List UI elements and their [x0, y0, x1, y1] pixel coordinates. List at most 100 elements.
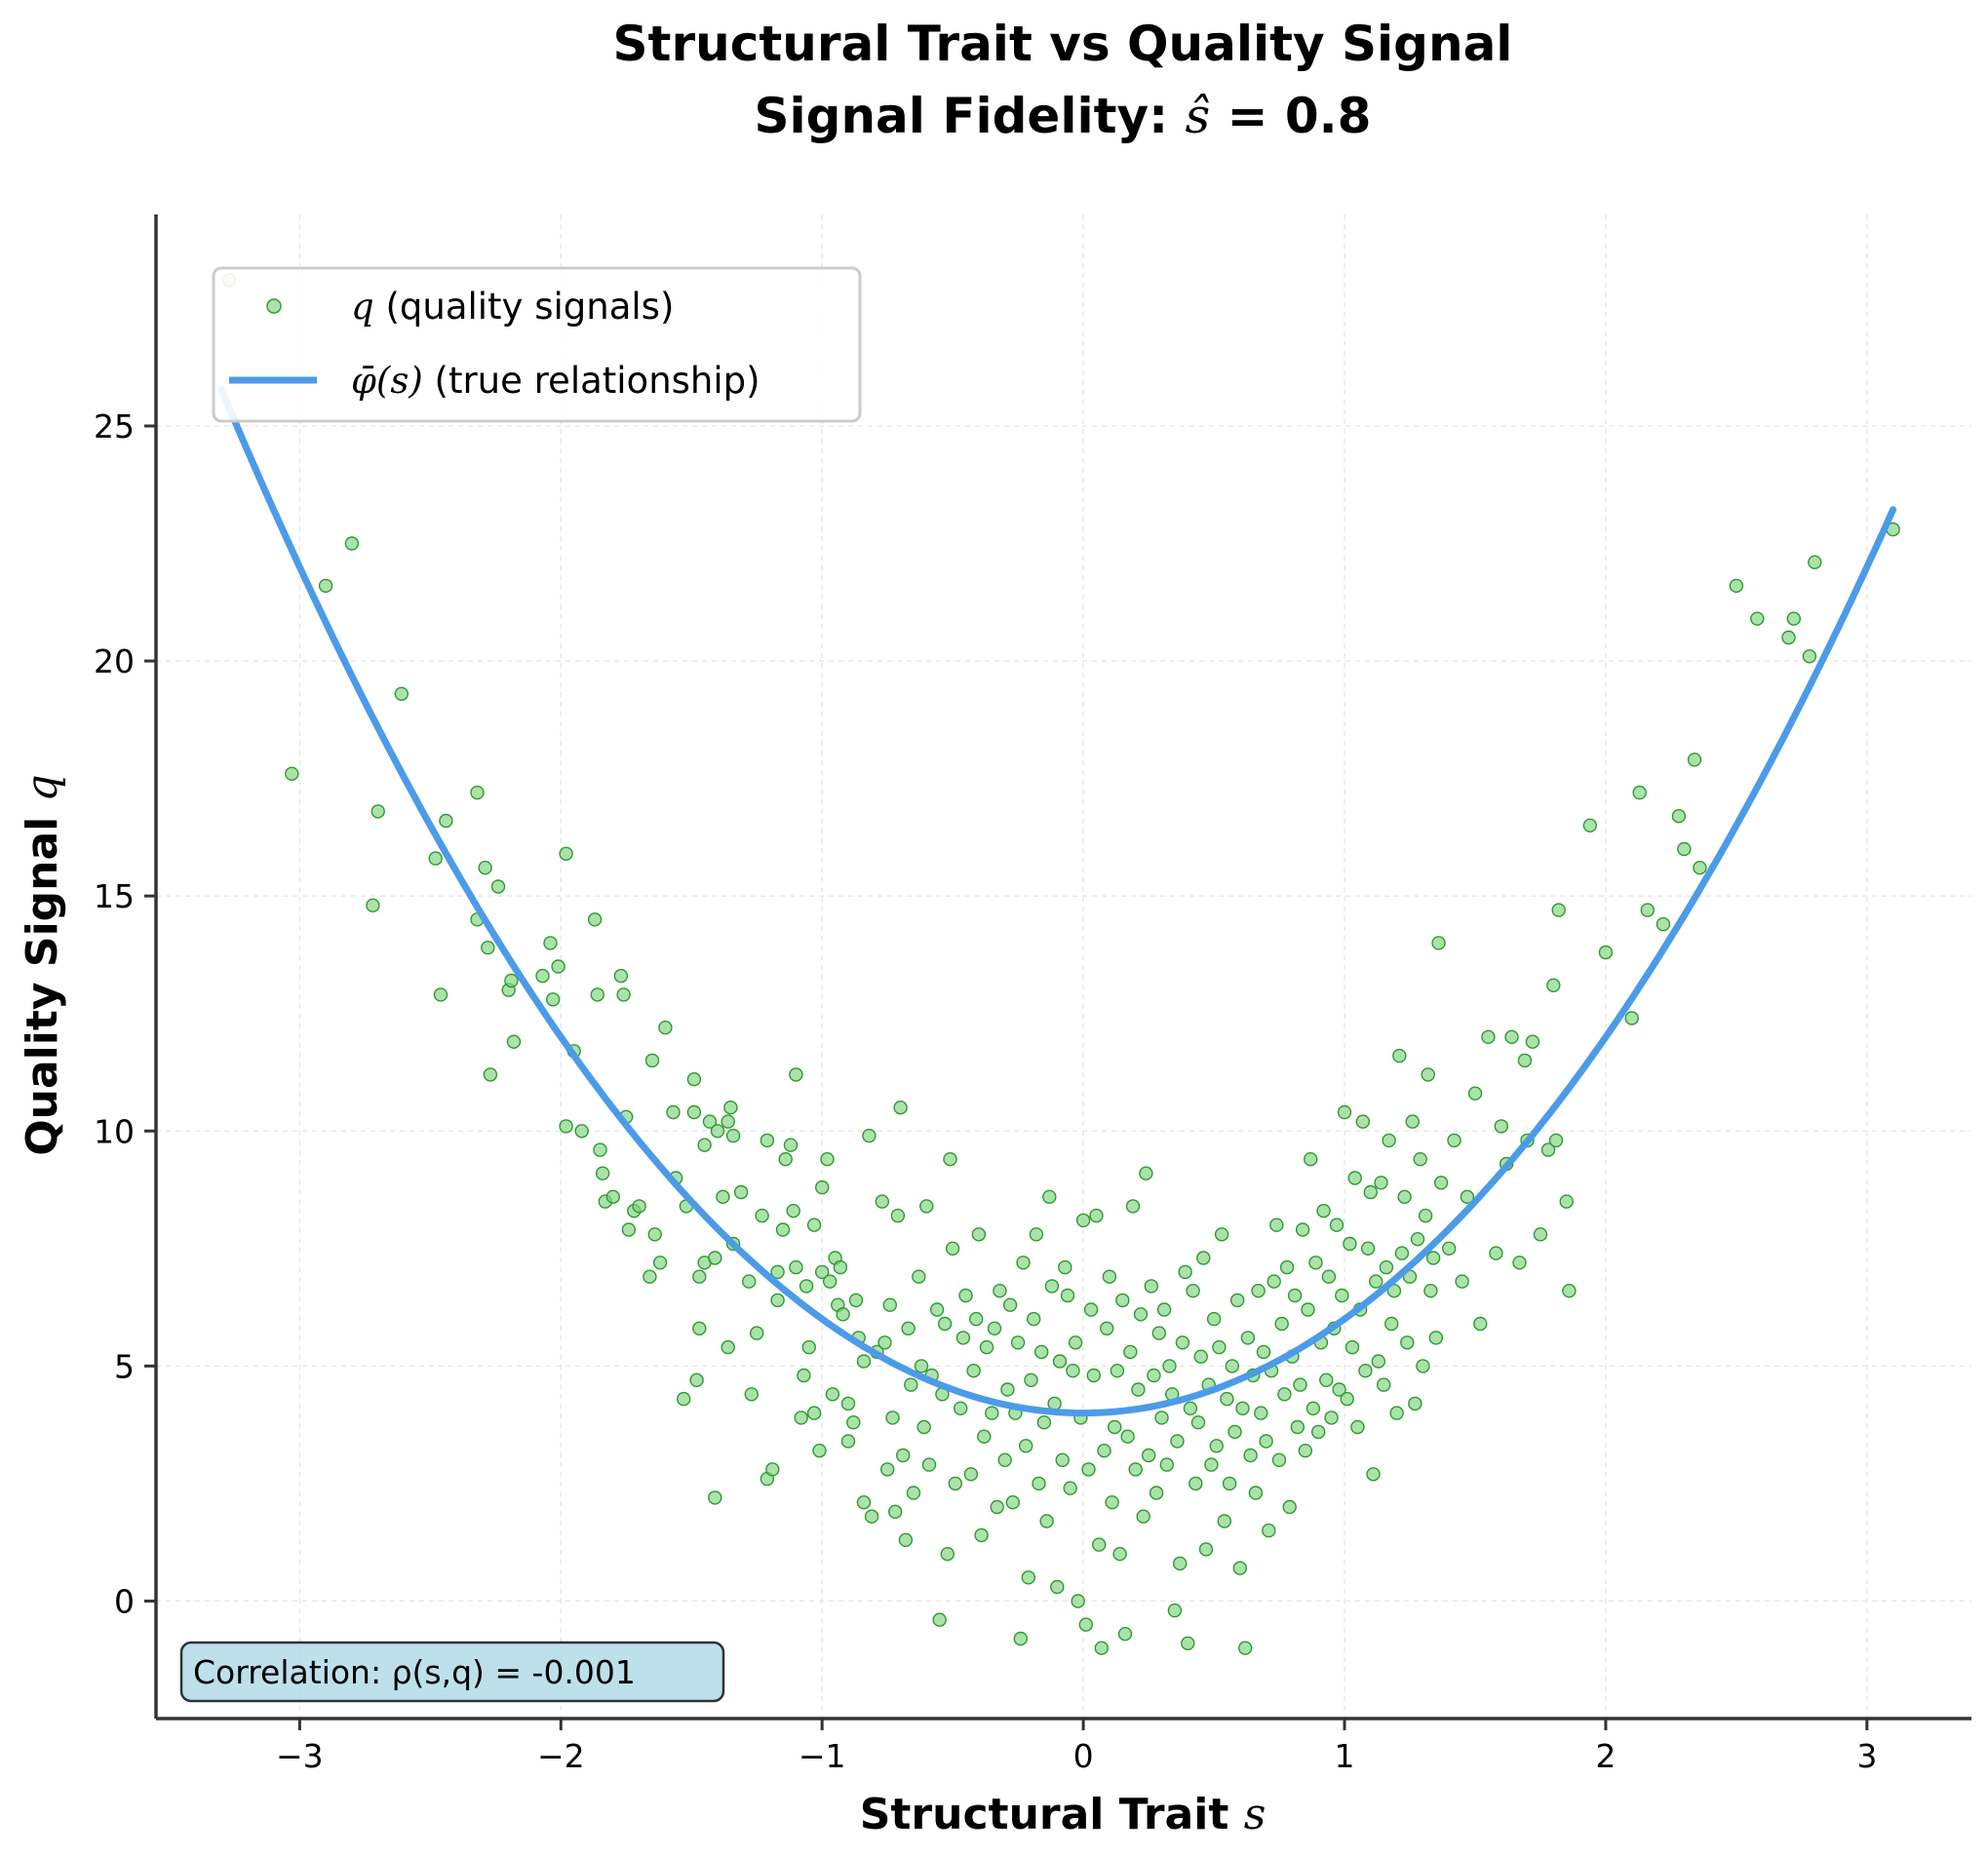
data-point	[504, 973, 519, 988]
data-point	[710, 1124, 725, 1139]
data-point	[794, 1411, 808, 1425]
data-point	[1447, 1133, 1462, 1148]
legend-item-curve: φ̄(s) (true relationship)	[351, 360, 760, 402]
x-tick-label: 1	[1335, 1737, 1355, 1775]
data-point	[840, 1434, 856, 1449]
y-axis-label-text: Quality Signal	[18, 801, 67, 1155]
x-tick-label: −3	[276, 1737, 324, 1775]
x-tick-label: 0	[1073, 1737, 1094, 1775]
data-point	[1677, 841, 1692, 857]
data-point	[815, 1264, 830, 1280]
data-point	[1018, 1439, 1033, 1453]
data-point	[1005, 1494, 1021, 1510]
data-point	[948, 1476, 962, 1491]
data-point	[1243, 1448, 1258, 1463]
data-point	[1240, 1331, 1256, 1345]
data-point	[1431, 936, 1446, 950]
data-point	[856, 1494, 872, 1510]
grid	[156, 214, 1971, 1719]
data-point	[904, 1377, 918, 1392]
data-point	[1024, 1373, 1038, 1388]
data-point	[1220, 1391, 1234, 1407]
data-point	[1319, 1373, 1334, 1388]
data-point	[1397, 1189, 1412, 1205]
data-point	[1295, 1222, 1310, 1237]
data-point	[1781, 630, 1796, 645]
data-point	[1582, 818, 1598, 832]
data-point	[1071, 1594, 1085, 1608]
data-point	[1329, 1218, 1345, 1232]
data-point	[744, 1387, 759, 1402]
data-point	[546, 992, 561, 1007]
data-point	[318, 578, 333, 594]
data-point	[1214, 1227, 1229, 1242]
data-point	[979, 1339, 994, 1355]
data-point	[856, 1354, 872, 1369]
data-point	[1269, 1218, 1284, 1232]
data-point	[893, 1100, 908, 1115]
y-tick-label: 0	[114, 1582, 135, 1620]
data-point	[1360, 1241, 1376, 1257]
data-point	[1039, 1514, 1054, 1528]
data-point	[593, 1142, 607, 1157]
data-point	[1183, 1401, 1198, 1416]
data-point	[1460, 1189, 1475, 1205]
data-point	[1016, 1256, 1031, 1270]
data-point	[1504, 1029, 1519, 1045]
data-point	[1473, 1316, 1488, 1332]
data-point	[481, 941, 495, 955]
data-point	[1277, 1387, 1292, 1402]
data-point	[1267, 1274, 1281, 1289]
data-point	[643, 1269, 657, 1284]
data-point	[1392, 1048, 1407, 1063]
data-point	[1021, 1570, 1036, 1585]
x-axis-label: Structural Trait s	[860, 1790, 1267, 1839]
data-point	[932, 1612, 947, 1627]
y-axis-label: Quality Signal q	[18, 774, 67, 1155]
data-point	[1198, 1542, 1214, 1557]
data-point	[789, 1067, 803, 1082]
data-point	[1036, 1414, 1052, 1430]
data-point	[1186, 1283, 1200, 1298]
data-point	[1228, 1424, 1242, 1440]
data-point	[846, 1414, 861, 1430]
data-point	[1189, 1476, 1203, 1491]
data-point	[677, 1391, 691, 1407]
data-point	[587, 912, 603, 927]
data-point	[1151, 1326, 1167, 1340]
data-point	[1033, 1344, 1049, 1360]
data-point	[1170, 1434, 1185, 1449]
data-point	[1010, 1335, 1026, 1350]
data-point	[1310, 1424, 1326, 1440]
data-point	[912, 1269, 926, 1284]
data-point	[285, 766, 299, 781]
data-point	[605, 1189, 620, 1205]
data-point	[797, 1368, 811, 1383]
data-point	[1808, 555, 1822, 569]
annotation-text: Correlation: ρ(s,q) = -0.001	[193, 1653, 636, 1691]
data-point	[1047, 1396, 1062, 1411]
legend: q (quality signals) φ̄(s) (true relation…	[212, 266, 862, 423]
data-point	[1345, 1339, 1360, 1355]
data-point	[806, 1406, 822, 1420]
data-point	[1141, 1448, 1156, 1463]
data-point	[1044, 1279, 1060, 1294]
chart-subtitle: Signal Fidelity: ŝ = 0.8	[755, 88, 1372, 144]
data-point	[1190, 1414, 1206, 1430]
data-point	[820, 1151, 835, 1167]
data-point	[595, 1166, 610, 1180]
annotation-box	[179, 1641, 725, 1703]
data-point	[1410, 1231, 1425, 1247]
data-point	[990, 1499, 1004, 1515]
data-point	[1368, 1274, 1384, 1289]
data-point	[1136, 1509, 1150, 1524]
data-point	[1162, 1359, 1177, 1373]
data-point	[1494, 1119, 1509, 1134]
data-point	[882, 1297, 897, 1312]
data-point	[692, 1269, 707, 1284]
data-point	[1002, 1297, 1018, 1312]
data-point	[783, 1138, 799, 1152]
data-point	[1209, 1439, 1224, 1453]
data-point	[848, 1293, 864, 1308]
data-point	[1802, 649, 1817, 664]
